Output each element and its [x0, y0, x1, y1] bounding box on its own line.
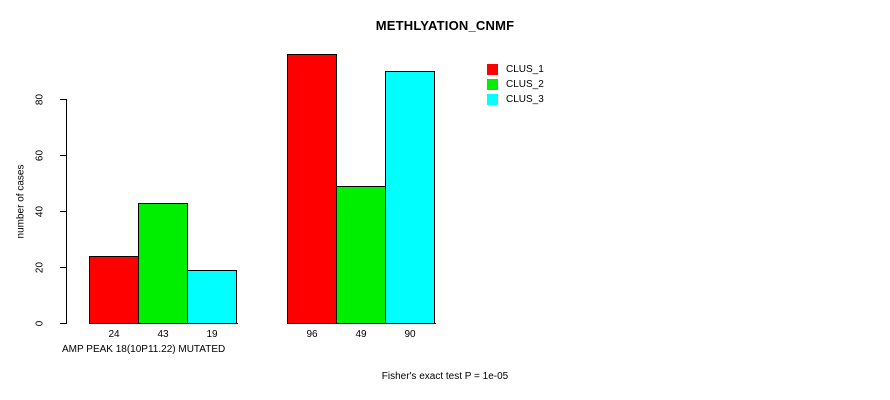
- y-axis-tick-0: [60, 323, 66, 324]
- y-axis-tick-60: [60, 155, 66, 156]
- bar-label-group1-clus1: 24: [108, 329, 120, 340]
- legend-item-clus-1[interactable]: CLUS_1: [487, 62, 544, 77]
- bar-group2-clus1[interactable]: [287, 54, 337, 324]
- legend-swatch-clus-2: [487, 79, 498, 90]
- bar-label-group2-clus1: 96: [306, 329, 318, 340]
- bar-group1-clus1[interactable]: [89, 255, 139, 324]
- legend-item-clus-2[interactable]: CLUS_2: [487, 77, 544, 92]
- page-title: METHLYATION_CNMF: [375, 18, 515, 33]
- legend-label-clus-2: CLUS_2: [506, 79, 544, 90]
- y-axis-tick-40: [60, 211, 66, 212]
- y-axis-tick-20: [60, 267, 66, 268]
- group-1-caption: AMP PEAK 18(10P11.22) MUTATED: [62, 344, 226, 355]
- y-axis-line: [66, 99, 67, 324]
- bar-label-group2-clus3: 90: [404, 329, 416, 340]
- y-axis-tick-label-0: 0: [34, 320, 46, 327]
- legend-label-clus-3: CLUS_3: [506, 94, 544, 105]
- y-axis-tick-80: [60, 99, 66, 100]
- bar-group2-clus3[interactable]: [385, 71, 435, 324]
- legend-swatch-clus-1: [487, 64, 498, 75]
- legend-swatch-clus-3: [487, 94, 498, 105]
- y-axis-tick-label-80: 80: [34, 93, 46, 106]
- bar-group1-clus3[interactable]: [187, 269, 237, 324]
- statistical-test-annotation: Fisher's exact test P = 1e-05: [381, 371, 509, 382]
- bar-group1-clus2[interactable]: [138, 202, 188, 324]
- bar-label-group1-clus2: 43: [157, 329, 169, 340]
- y-axis-tick-label-60: 60: [34, 149, 46, 162]
- bar-group2-clus2[interactable]: [336, 185, 386, 324]
- legend-item-clus-3[interactable]: CLUS_3: [487, 92, 544, 107]
- y-axis-title: number of cases: [15, 164, 27, 239]
- y-axis-tick-label-40: 40: [34, 205, 46, 218]
- chart-legend: CLUS_1 CLUS_2 CLUS_3: [487, 62, 544, 107]
- legend-label-clus-1: CLUS_1: [506, 64, 544, 75]
- y-axis-tick-label-20: 20: [34, 261, 46, 274]
- bar-label-group2-clus2: 49: [355, 329, 367, 340]
- bar-label-group1-clus3: 19: [206, 329, 218, 340]
